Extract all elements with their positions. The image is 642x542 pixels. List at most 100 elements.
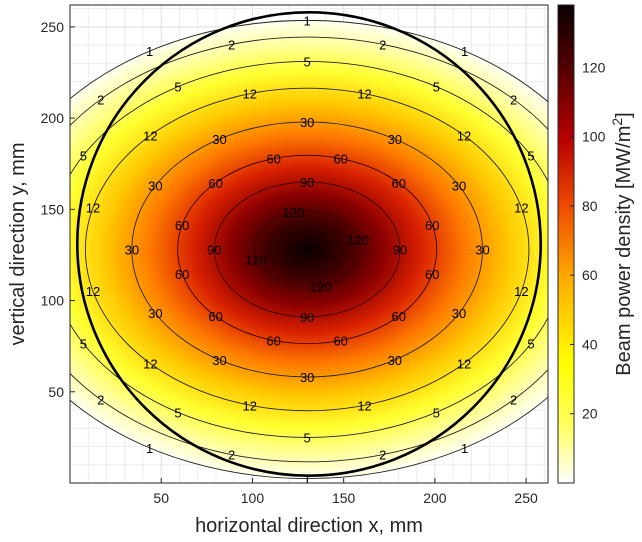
contour-label: 12 [86, 201, 100, 216]
colorbar-ticks: 20 40 60 80 100 120 [570, 59, 606, 422]
contour-label: 1 [304, 13, 311, 28]
contour-label: 60 [208, 176, 222, 191]
x-tick-label: 200 [423, 490, 447, 506]
contour-label: 5 [174, 405, 181, 420]
contour-label: 5 [80, 336, 87, 351]
contour-label: 12 [143, 357, 157, 372]
y-tick-label: 200 [41, 110, 65, 126]
contour-label: 30 [452, 179, 466, 194]
contour-label: 1 [146, 441, 153, 456]
colorbar-tick-label: 60 [582, 267, 598, 283]
contour-label: 120 [310, 280, 332, 295]
contour-label: 120 [283, 205, 305, 220]
contour-label: 60 [266, 333, 280, 348]
contour-label: 2 [510, 393, 517, 408]
contour-label: 2 [379, 448, 386, 463]
contour-label: 30 [300, 115, 314, 130]
contour-label: 5 [433, 80, 440, 95]
colorbar-label-main: Beam power density [MW/m [613, 126, 635, 376]
colorbar-tick-label: 100 [582, 129, 606, 145]
x-axis-ticks: 50 100 150 200 250 [153, 478, 538, 506]
x-tick-label: 150 [332, 490, 356, 506]
colorbar-label-sup: 2 [609, 118, 625, 126]
colorbar-tick-label: 40 [582, 336, 598, 352]
contour-120 [253, 210, 361, 289]
x-tick-label: 50 [153, 490, 169, 506]
beam-intensity-map [70, 20, 548, 479]
x-tick-label: 100 [241, 490, 265, 506]
contour-label: 5 [527, 148, 534, 163]
contour-12 [84, 87, 530, 412]
contour-30 [131, 121, 483, 378]
contour-label: 2 [97, 393, 104, 408]
contour-label: 60 [266, 151, 280, 166]
contour-label: 12 [357, 398, 371, 413]
colorbar-tick-label: 120 [582, 59, 606, 75]
y-axis-label: vertical direction y, mm [7, 142, 29, 345]
contour-label: 12 [514, 284, 528, 299]
contour-label: 1 [304, 472, 311, 487]
contour-90 [213, 181, 401, 318]
contour-label: 30 [388, 132, 402, 147]
contour-60 [177, 154, 438, 345]
y-tick-label: 100 [41, 293, 65, 309]
contour-label: 120 [245, 252, 267, 267]
y-axis-ticks: 50 100 150 200 250 [41, 19, 75, 400]
contour-label: 90 [300, 310, 314, 325]
y-tick-label: 150 [41, 201, 65, 217]
colorbar [557, 4, 575, 484]
contour-label: 12 [243, 398, 257, 413]
contour-label: 2 [228, 448, 235, 463]
contour-label: 90 [393, 242, 407, 257]
contour-label: 30 [388, 353, 402, 368]
colorbar-tick-label: 20 [582, 406, 598, 422]
contour-label: 12 [514, 201, 528, 216]
contour-label: 12 [357, 87, 371, 102]
contour-label: 12 [243, 87, 257, 102]
contour-label: 5 [174, 80, 181, 95]
contour-label: 60 [175, 218, 189, 233]
contour-label: 5 [433, 405, 440, 420]
contour-label: 5 [80, 148, 87, 163]
colorbar-label-close: ] [613, 112, 635, 118]
colorbar-label: Beam power density [MW/m2] [609, 112, 635, 375]
x-axis-label: horizontal direction x, mm [195, 515, 423, 537]
y-tick-label: 250 [41, 19, 65, 35]
contour-label: 2 [228, 37, 235, 52]
contour-label: 30 [212, 132, 226, 147]
contour-label: 5 [304, 54, 311, 69]
contour-label: 1 [461, 44, 468, 59]
colorbar-tick-label: 80 [582, 198, 598, 214]
contour-label: 12 [457, 128, 471, 143]
aperture-circle [75, 10, 543, 478]
contour-label: 60 [392, 176, 406, 191]
contour-label: 30 [212, 353, 226, 368]
contour-label: 2 [510, 92, 517, 107]
contour-label: 30 [300, 370, 314, 385]
contour-label: 30 [475, 242, 489, 257]
contour-label: 30 [125, 242, 139, 257]
contour-label: 90 [300, 175, 314, 190]
contour-label: 60 [175, 267, 189, 282]
plot-frame [69, 4, 549, 484]
contour-label: 12 [143, 128, 157, 143]
contour-label: 1 [461, 441, 468, 456]
contour-label: 60 [333, 333, 347, 348]
contour-label: 60 [333, 151, 347, 166]
contour-label: 60 [425, 267, 439, 282]
contour-label: 12 [86, 284, 100, 299]
contour-label: 120 [348, 232, 370, 247]
contour-label: 60 [425, 218, 439, 233]
contour-label: 60 [392, 309, 406, 324]
contour-label: 30 [148, 306, 162, 321]
y-tick-label: 50 [48, 384, 64, 400]
contour-label: 30 [452, 306, 466, 321]
contour-2 [70, 36, 548, 463]
contour-label: 2 [379, 37, 386, 52]
contour-label: 5 [527, 336, 534, 351]
contour-label: 2 [97, 92, 104, 107]
contour-label: 90 [207, 242, 221, 257]
contour-label: 1 [146, 44, 153, 59]
